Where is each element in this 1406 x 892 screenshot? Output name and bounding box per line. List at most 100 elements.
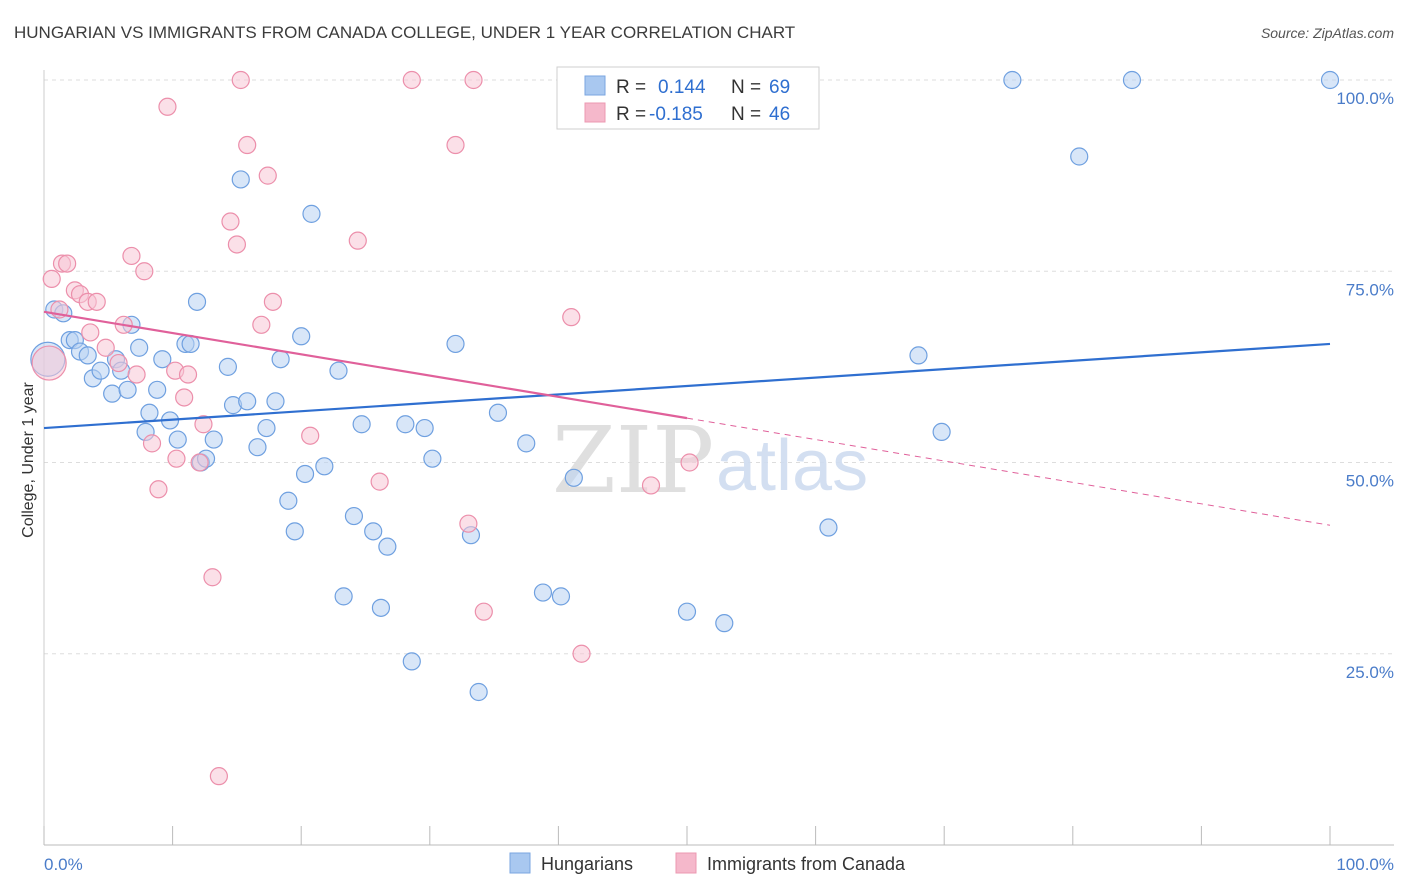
data-point (344, 506, 364, 526)
data-point (285, 522, 304, 541)
data-point (378, 537, 397, 556)
data-point (348, 231, 367, 250)
data-point (1320, 70, 1340, 90)
data-point (469, 682, 488, 702)
data-point (221, 212, 240, 231)
data-point (562, 308, 581, 327)
data-point (153, 350, 172, 369)
x-axis-ticks (43, 826, 1331, 845)
data-point (231, 170, 250, 189)
data-point (194, 415, 213, 434)
data-point (551, 587, 571, 606)
data-point (204, 430, 223, 449)
data-point (87, 292, 106, 311)
data-point (301, 426, 320, 445)
data-point (909, 346, 928, 365)
data-point (271, 350, 290, 369)
legend-swatch-immigrants-canada (584, 102, 606, 123)
data-point (167, 449, 186, 468)
data-point (302, 204, 321, 223)
data-point (1122, 70, 1142, 90)
data-point (446, 334, 465, 354)
data-point (140, 403, 159, 422)
data-point (218, 357, 237, 376)
data-point (96, 338, 115, 357)
data-point (352, 415, 371, 434)
data-point (149, 480, 168, 499)
data-point (474, 602, 493, 621)
legend-n-label-immigrants-canada: N = (731, 104, 761, 125)
data-point (148, 380, 167, 399)
trend-line-immigrants-canada (43, 310, 688, 420)
watermark-atlas: atlas (716, 426, 868, 506)
data-point (103, 384, 122, 403)
data-point (42, 269, 61, 288)
trend-line-hungarians (43, 342, 1331, 430)
data-point (78, 346, 97, 365)
data-point (292, 327, 311, 346)
data-point (187, 292, 207, 311)
data-point (819, 518, 838, 537)
series-legend: Hungarians Immigrants from Canada (509, 852, 906, 874)
correlation-legend: R = 0.144 N = 69 R = -0.185 N = 46 (556, 66, 820, 130)
data-point (190, 453, 209, 472)
data-point (402, 652, 421, 671)
data-point (258, 166, 277, 185)
x-tick-label-100: 100.0% (1336, 855, 1394, 874)
data-point (231, 70, 250, 90)
legend-n-label-hungarians: N = (731, 77, 761, 98)
data-point (423, 449, 442, 468)
data-point (572, 644, 591, 663)
data-point (932, 422, 951, 441)
y-tick-label-100: 100.0% (1336, 89, 1394, 108)
data-point (715, 614, 734, 633)
data-point (371, 598, 391, 617)
y-axis-label: College, Under 1 year (20, 382, 37, 538)
series-legend-swatch-immigrants-canada (675, 852, 697, 874)
data-point (533, 583, 553, 602)
data-point (31, 345, 67, 381)
data-point (370, 472, 389, 491)
data-point (127, 365, 146, 384)
data-point (122, 246, 141, 266)
data-point (135, 262, 154, 281)
data-point (329, 361, 348, 380)
trend-line-extension-immigrants-canada (686, 417, 1331, 526)
data-point (415, 418, 434, 438)
gridlines (44, 79, 1394, 655)
data-point (279, 491, 298, 510)
watermark: ZIP atlas (552, 407, 868, 514)
data-point (109, 353, 128, 373)
legend-n-value-immigrants-canada: 46 (769, 104, 790, 125)
data-point (175, 388, 194, 407)
series-legend-label-immigrants-canada: Immigrants from Canada (707, 854, 906, 874)
legend-swatch-hungarians (584, 75, 606, 96)
y-tick-labels: 100.0% 75.0% 50.0% 25.0% (1336, 89, 1394, 682)
data-point (158, 97, 177, 116)
data-point (91, 361, 110, 380)
data-point (488, 403, 508, 422)
data-point (364, 522, 383, 541)
y-tick-label-75: 75.0% (1346, 280, 1394, 299)
series-legend-label-hungarians: Hungarians (541, 854, 633, 874)
series-layer (30, 70, 1340, 786)
data-point (641, 476, 661, 495)
series-legend-swatch-hungarians (509, 852, 531, 874)
data-point (203, 568, 222, 587)
data-point (295, 464, 315, 484)
chart-source: Source: ZipAtlas.com (1261, 25, 1394, 41)
legend-r-label-hungarians: R = (616, 77, 646, 98)
data-point (142, 434, 162, 453)
chart-title: HUNGARIAN VS IMMIGRANTS FROM CANADA COLL… (14, 23, 795, 42)
data-point (227, 235, 246, 254)
data-point (257, 418, 276, 438)
data-point (209, 767, 228, 786)
data-point (252, 315, 271, 334)
legend-r-label-immigrants-canada: R = (616, 104, 646, 125)
data-point (118, 380, 137, 399)
data-point (1070, 147, 1089, 166)
data-point (238, 135, 257, 155)
legend-r-value-hungarians: 0.144 (658, 77, 706, 98)
data-point (564, 468, 583, 487)
